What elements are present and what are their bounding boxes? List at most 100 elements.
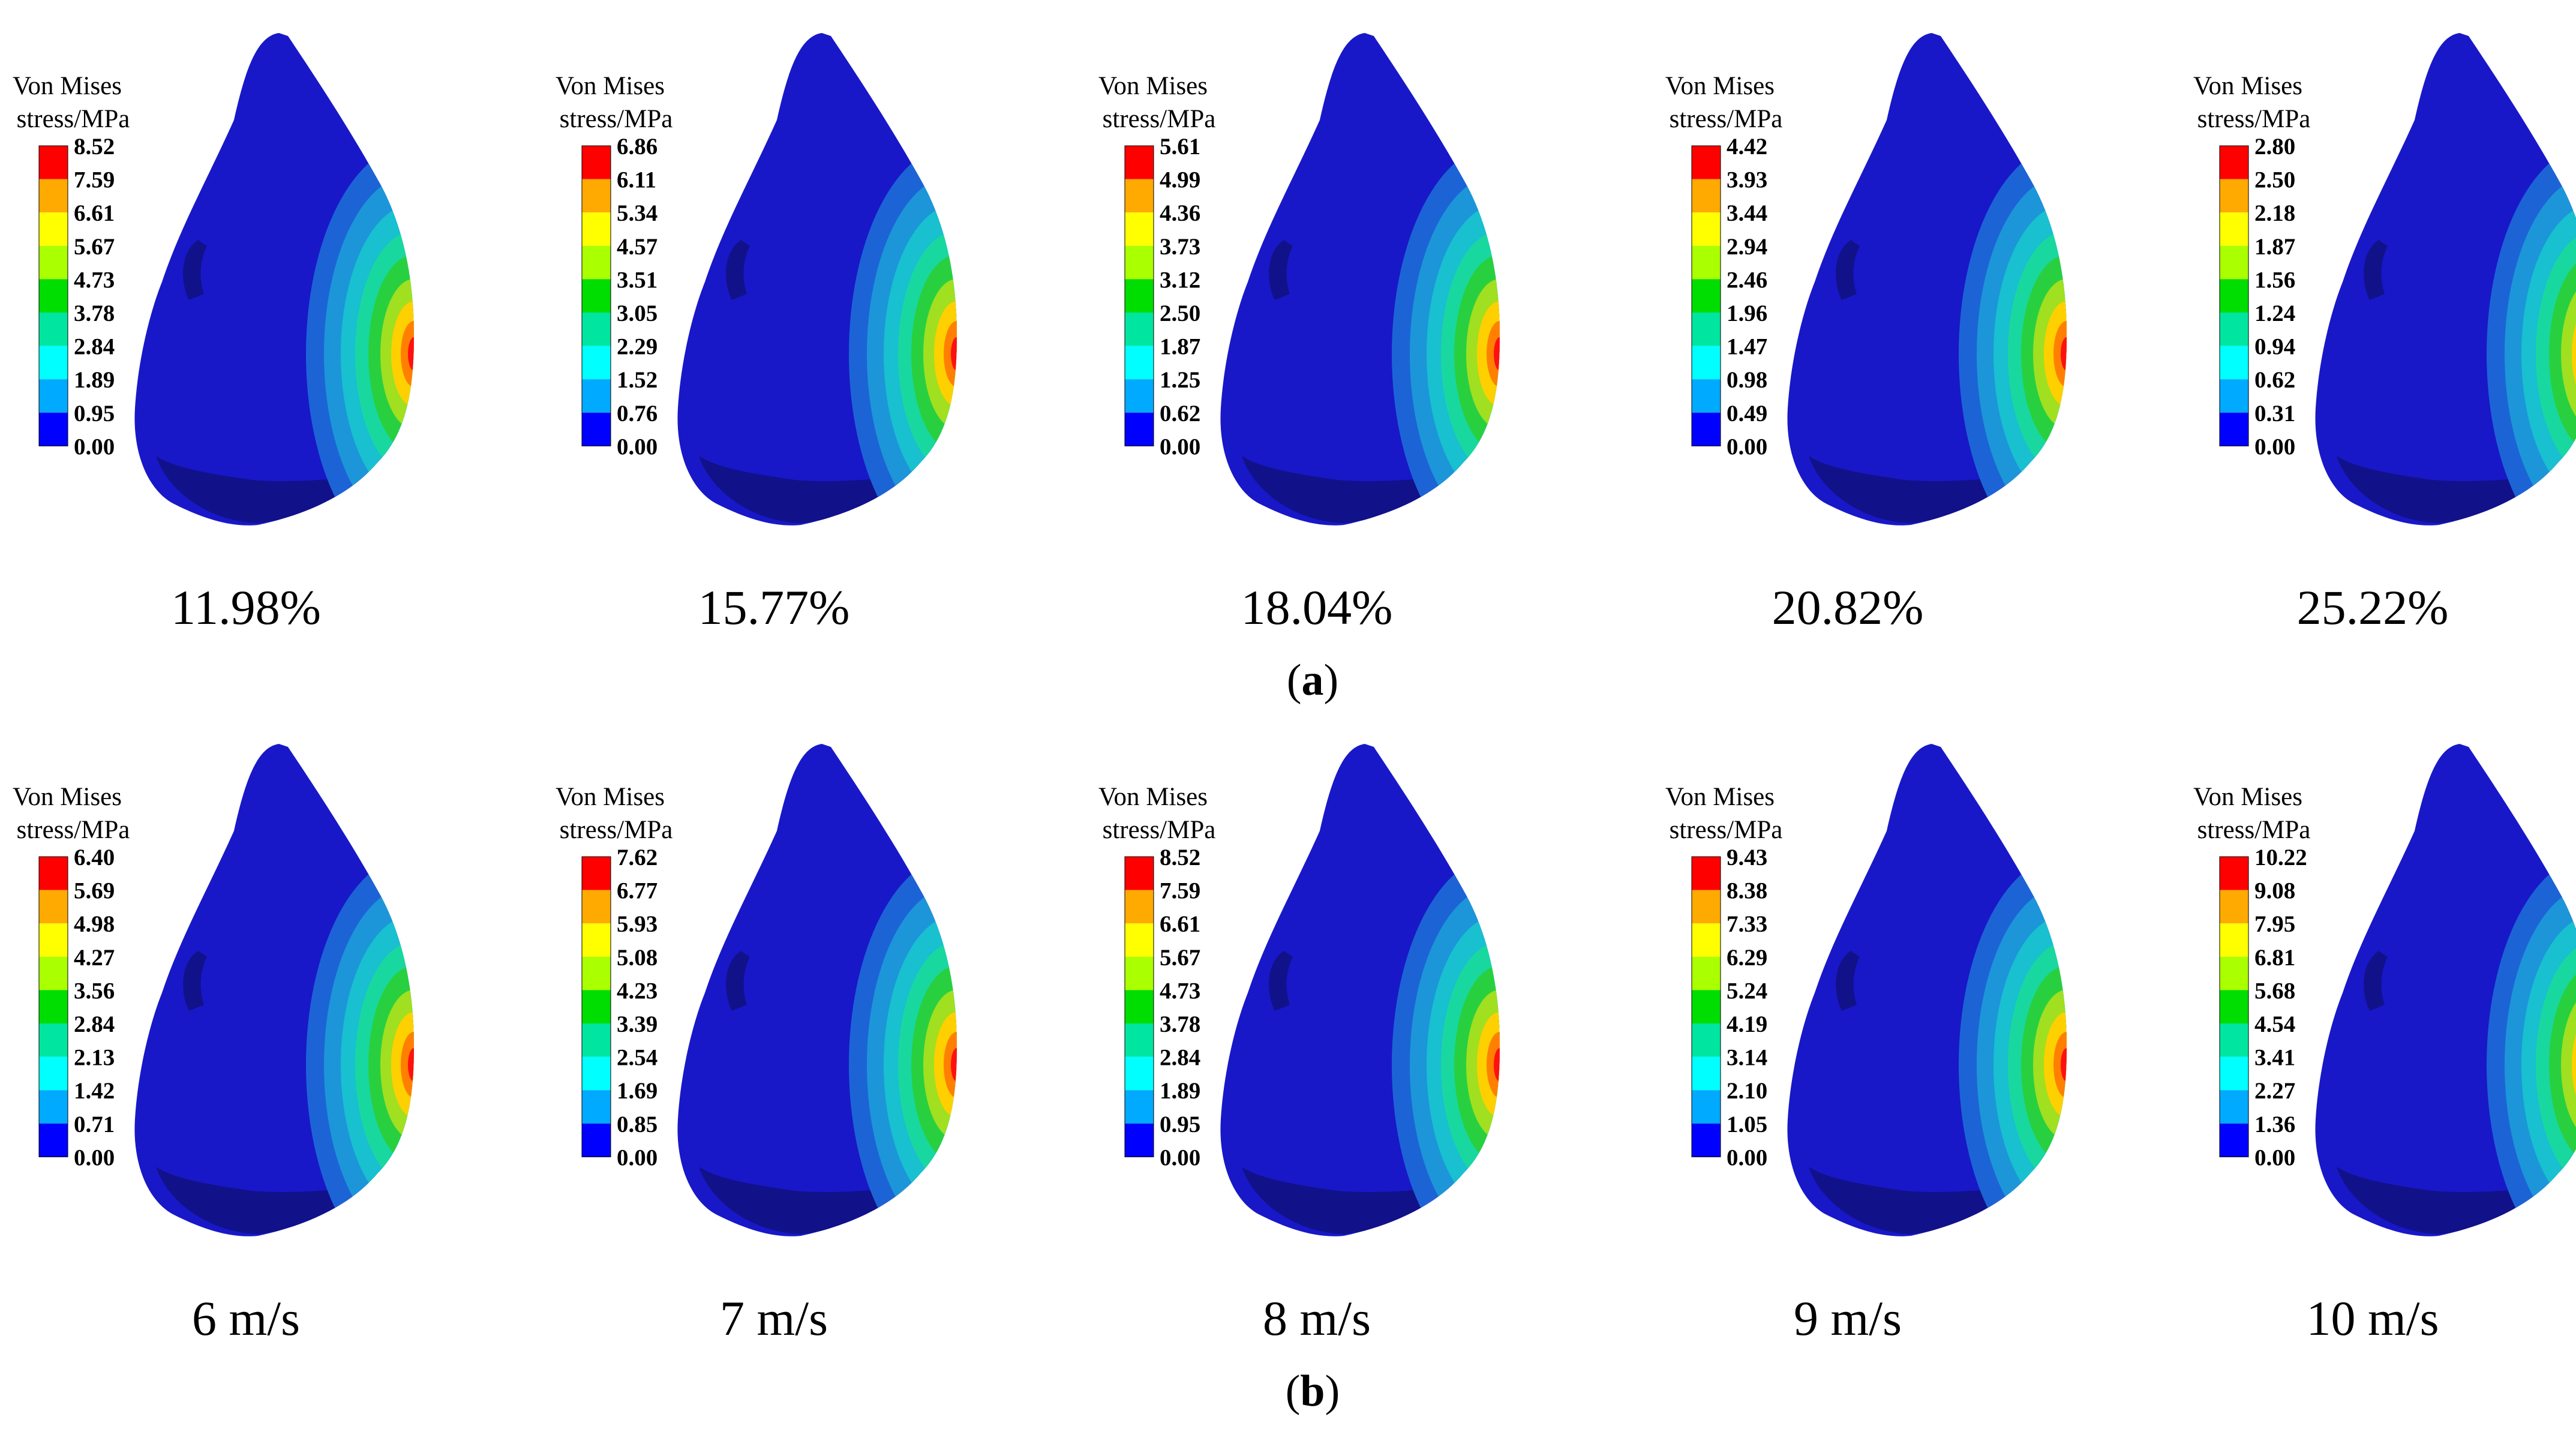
colorbar-tick-label: 0.00 (617, 434, 657, 460)
subfigure-caption: 18.04% (1241, 580, 1393, 635)
colorbar-tick-label: 0.00 (1727, 434, 1767, 460)
colorbar-cell (1692, 1123, 1721, 1157)
colorbar-cell (39, 179, 68, 213)
colorbar-tick-label: 3.44 (1727, 200, 1767, 226)
legend-title-line1: Von Mises (1665, 783, 1775, 811)
colorbar-cell (1125, 1056, 1154, 1091)
colorbar-cell (1125, 379, 1154, 413)
colorbar-cell (1125, 1023, 1154, 1057)
colorbar-cell (582, 1056, 611, 1091)
colorbar-tick-label: 4.98 (74, 911, 115, 937)
colorbar-cell (2220, 1023, 2248, 1057)
colorbar-tick-label: 3.14 (1727, 1045, 1767, 1071)
colorbar-tick-label: 3.51 (617, 267, 657, 293)
contour-band-6 (923, 990, 957, 1140)
contour-band-9 (2061, 1048, 2067, 1082)
colorbar-tick-label: 5.24 (1727, 978, 1767, 1004)
panel-b: Von Misesstress/MPa6.405.694.984.273.562… (13, 744, 2576, 1236)
subfigure-caption: 9 m/s (1794, 1291, 1902, 1346)
colorbar-cell (1125, 245, 1154, 280)
legend-title-line2: stress/MPa (2197, 816, 2311, 844)
colorbar-tick-label: 1.87 (1160, 334, 1200, 360)
colorbar-tick-label: 7.59 (74, 167, 115, 193)
contour-band-6 (2033, 279, 2067, 429)
colorbar-cell (1125, 990, 1154, 1023)
colorbar-tick-label: 7.62 (617, 845, 657, 870)
contour-band-9 (951, 1048, 957, 1082)
colorbar-cell (39, 923, 68, 957)
contour-band-6 (1466, 990, 1500, 1140)
contour-band-9 (1494, 1048, 1500, 1082)
legend-title-line2: stress/MPa (17, 816, 130, 844)
teardrop-dent (1836, 240, 1860, 300)
colorbar-cell (39, 1123, 68, 1157)
colorbar-frame (38, 856, 68, 1157)
teardrop-dent (2364, 240, 2388, 300)
contour-band-8 (401, 1032, 414, 1098)
panel-label-b: (b) (1286, 1367, 1340, 1416)
colorbar-tick-label: 1.69 (617, 1078, 657, 1104)
legend-title-line2: stress/MPa (560, 105, 673, 133)
subfigure-caption: 6 m/s (192, 1291, 300, 1346)
colorbar-cell (582, 279, 611, 313)
colorbar-tick-label: 2.84 (74, 1011, 115, 1037)
contour-band-7 (391, 1012, 414, 1118)
colorbar-tick-label: 4.73 (1160, 978, 1200, 1004)
colorbar-tick-label: 1.96 (1727, 301, 1767, 326)
colorbar-cell (582, 923, 611, 957)
subfigure-caption: 25.22% (2297, 580, 2449, 635)
colorbar-tick-label: 1.47 (1727, 334, 1767, 360)
contour-band-6 (923, 279, 957, 429)
colorbar-tick-label: 5.34 (617, 200, 657, 226)
colorbar-tick-label: 0.00 (74, 1145, 115, 1170)
legend-title-line1: Von Mises (556, 72, 665, 100)
colorbar-cell (39, 412, 68, 446)
contour-band-7 (1477, 301, 1500, 407)
colorbar-cell (582, 1123, 611, 1157)
colorbar-frame (38, 145, 68, 446)
colorbar-cell (39, 956, 68, 990)
teardrop-dent (726, 240, 750, 300)
colorbar-cell (2220, 1123, 2248, 1157)
colorbar-tick-label: 2.84 (74, 334, 115, 360)
legend-title-line1: Von Mises (2193, 72, 2302, 100)
legend-title-line1: Von Mises (13, 72, 122, 100)
stress-contour (306, 144, 414, 526)
colorbar-cell (39, 1023, 68, 1057)
colorbar-cell (1692, 1056, 1721, 1091)
colorbar-cell (2220, 857, 2248, 890)
stress-contour (1959, 855, 2067, 1236)
colorbar-tick-label: 4.99 (1160, 167, 1200, 193)
colorbar-cell (1692, 346, 1721, 380)
colorbar-cell (39, 212, 68, 246)
colorbar-tick-label: 3.39 (617, 1011, 657, 1037)
colorbar-tick-label: 7.59 (1160, 878, 1200, 904)
colorbar-tick-label: 1.89 (1160, 1078, 1200, 1104)
colorbar-cell (39, 279, 68, 313)
colorbar-cell (1125, 923, 1154, 957)
colorbar-tick-label: 8.52 (74, 134, 115, 160)
colorbar-tick-label: 0.00 (1160, 1145, 1200, 1170)
colorbar-tick-label: 10.22 (2254, 845, 2307, 870)
colorbar-cell (582, 146, 611, 179)
subfigure-caption: 10 m/s (2307, 1291, 2439, 1346)
colorbar-tick-label: 0.00 (74, 434, 115, 460)
colorbar-cell (2220, 379, 2248, 413)
colorbar-cell (1692, 245, 1721, 280)
colorbar-cell (582, 857, 611, 890)
colorbar-tick-label: 1.05 (1727, 1112, 1767, 1137)
colorbar-tick-label: 6.61 (1160, 911, 1200, 937)
colorbar-tick-label: 3.93 (1727, 167, 1767, 193)
colorbar-cell (1692, 1090, 1721, 1124)
stress-contour (1392, 144, 1500, 526)
colorbar-tick-label: 1.56 (2254, 267, 2295, 293)
colorbar-cell (1125, 857, 1154, 890)
colorbar-tick-label: 0.85 (617, 1112, 657, 1137)
contour-band-9 (1494, 337, 1500, 371)
colorbar-cell (1692, 890, 1721, 924)
colorbar-tick-label: 7.33 (1727, 911, 1767, 937)
subfigure-caption: 7 m/s (720, 1291, 828, 1346)
